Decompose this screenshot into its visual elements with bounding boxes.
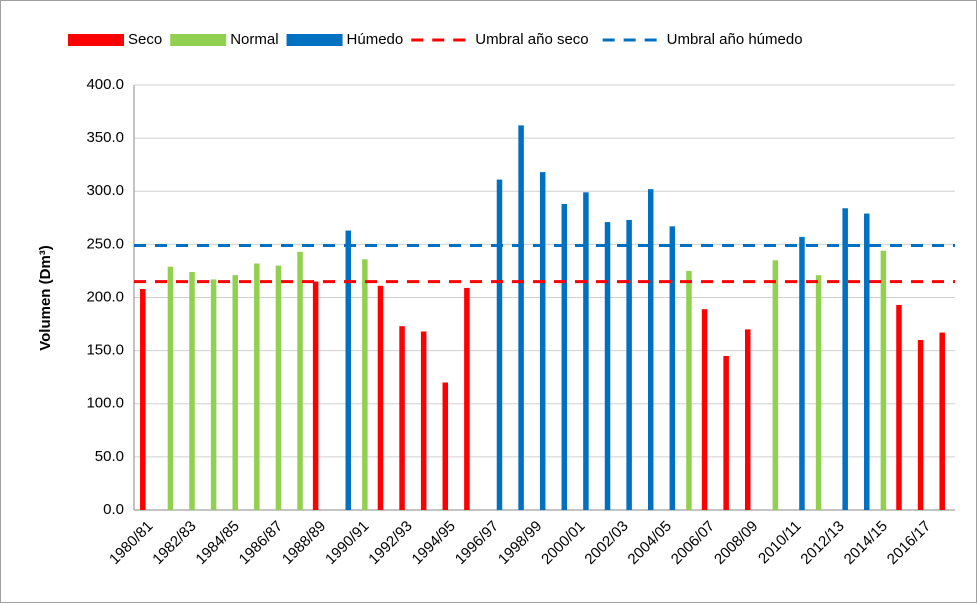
legend-swatch xyxy=(170,34,227,46)
bar xyxy=(626,219,632,510)
bar xyxy=(842,208,848,510)
bar xyxy=(880,250,887,510)
legend-label: Seco xyxy=(128,31,162,48)
y-tick-label: 0.0 xyxy=(103,501,124,518)
bar xyxy=(723,355,729,510)
y-tick-label: 150.0 xyxy=(86,342,124,359)
y-tick-label: 200.0 xyxy=(86,288,124,305)
bar xyxy=(377,285,384,510)
bar xyxy=(442,382,449,510)
bar xyxy=(464,287,470,510)
bar xyxy=(140,289,146,510)
bar xyxy=(210,279,217,510)
bar xyxy=(189,272,195,510)
legend-label: Húmedo xyxy=(347,31,404,48)
bar xyxy=(815,275,822,510)
legend-swatch xyxy=(286,34,343,46)
bar xyxy=(539,172,546,510)
bar xyxy=(362,259,368,510)
y-tick-label: 300.0 xyxy=(86,182,124,199)
bar xyxy=(254,263,260,510)
y-tick-label: 50.0 xyxy=(95,448,124,465)
bar xyxy=(669,226,676,510)
legend-swatch xyxy=(68,34,124,46)
bar xyxy=(745,329,751,510)
bar xyxy=(496,179,503,510)
bar xyxy=(399,326,405,510)
y-tick-label: 100.0 xyxy=(86,395,124,412)
bar xyxy=(518,125,524,510)
bar xyxy=(167,266,174,510)
bar xyxy=(939,332,945,510)
bar xyxy=(686,270,692,510)
bar xyxy=(297,251,303,510)
y-tick-label: 350.0 xyxy=(86,129,124,146)
y-tick-label: 400.0 xyxy=(86,76,124,93)
bar xyxy=(604,222,611,510)
bar xyxy=(647,189,654,510)
legend-label: Umbral año húmedo xyxy=(667,31,803,48)
bar xyxy=(420,331,427,510)
bar xyxy=(864,213,870,510)
bar xyxy=(275,265,282,510)
bar xyxy=(701,309,708,510)
bar xyxy=(896,304,902,510)
bar xyxy=(917,340,924,510)
y-tick-label: 250.0 xyxy=(86,235,124,252)
bar xyxy=(312,281,319,510)
bar xyxy=(345,230,351,510)
y-axis-label: Volumen (Dm³) xyxy=(37,245,54,351)
bar xyxy=(232,275,238,510)
legend-label: Umbral año seco xyxy=(475,31,588,48)
bar xyxy=(799,236,805,510)
bar xyxy=(561,204,568,510)
bar xyxy=(583,192,589,510)
bar xyxy=(772,260,779,510)
legend-label: Normal xyxy=(230,31,278,48)
